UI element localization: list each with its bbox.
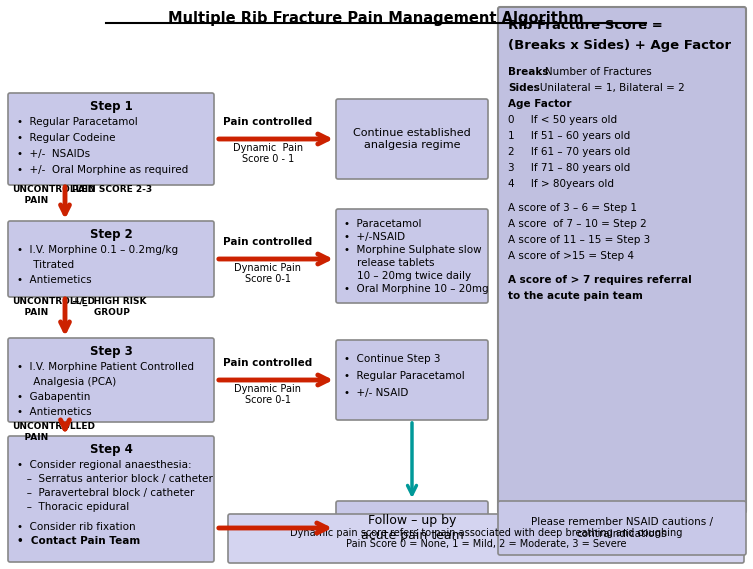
Text: GROUP: GROUP	[72, 308, 130, 317]
Text: •  +/-  Oral Morphine as required: • +/- Oral Morphine as required	[17, 165, 188, 175]
Text: –  Thoracic epidural: – Thoracic epidural	[17, 502, 130, 512]
Text: •  Consider rib fixation: • Consider rib fixation	[17, 522, 136, 532]
FancyBboxPatch shape	[336, 340, 488, 420]
Text: Analgesia (PCA): Analgesia (PCA)	[17, 377, 116, 387]
Text: : Unilateral = 1, Bilateral = 2: : Unilateral = 1, Bilateral = 2	[533, 83, 684, 93]
Text: •  Regular Paracetamol: • Regular Paracetamol	[344, 371, 465, 381]
Text: •  Contact Pain Team: • Contact Pain Team	[17, 536, 140, 546]
FancyBboxPatch shape	[8, 436, 214, 562]
Text: 3     If 71 – 80 years old: 3 If 71 – 80 years old	[508, 163, 630, 173]
Text: 0     If < 50 years old: 0 If < 50 years old	[508, 115, 617, 125]
Text: Sides: Sides	[508, 83, 540, 93]
Text: •  +/-NSAID: • +/-NSAID	[344, 232, 405, 242]
Text: 2     If 61 – 70 years old: 2 If 61 – 70 years old	[508, 147, 630, 157]
Text: A score of 3 – 6 = Step 1: A score of 3 – 6 = Step 1	[508, 203, 637, 213]
Text: Score 0 - 1: Score 0 - 1	[242, 154, 294, 164]
Text: •  Antiemetics: • Antiemetics	[17, 407, 92, 417]
Text: Dynamic Pain: Dynamic Pain	[234, 263, 301, 273]
Text: Score 0-1: Score 0-1	[245, 274, 291, 284]
Text: Pain controlled: Pain controlled	[224, 117, 312, 127]
Text: 10 – 20mg twice daily: 10 – 20mg twice daily	[344, 271, 471, 281]
Text: Step 3: Step 3	[90, 345, 133, 358]
Text: (Breaks x Sides) + Age Factor: (Breaks x Sides) + Age Factor	[508, 39, 731, 52]
Text: PAIN: PAIN	[12, 196, 48, 205]
Text: A score  of 7 – 10 = Step 2: A score of 7 – 10 = Step 2	[508, 219, 647, 229]
Text: •  Gabapentin: • Gabapentin	[17, 392, 90, 402]
Text: •  Paracetamol: • Paracetamol	[344, 219, 422, 229]
Text: Step 2: Step 2	[90, 228, 133, 241]
Text: •  +/- NSAID: • +/- NSAID	[344, 388, 408, 398]
Text: A score of > 7 requires referral: A score of > 7 requires referral	[508, 275, 692, 285]
FancyBboxPatch shape	[8, 221, 214, 297]
Text: Pain controlled: Pain controlled	[224, 358, 312, 368]
Text: Breaks: Breaks	[508, 67, 548, 77]
Text: •  Morphine Sulphate slow: • Morphine Sulphate slow	[344, 245, 482, 255]
Text: release tablets: release tablets	[344, 258, 434, 268]
Text: Step 1: Step 1	[90, 100, 133, 113]
Text: UNCONTROLLED: UNCONTROLLED	[12, 422, 95, 431]
Text: Step 4: Step 4	[90, 443, 133, 456]
Text: •  Consider regional anaesthesia:: • Consider regional anaesthesia:	[17, 460, 191, 470]
Text: UNCONTROLLED: UNCONTROLLED	[12, 185, 95, 194]
Text: A score of >15 = Step 4: A score of >15 = Step 4	[508, 251, 634, 261]
Text: Please remember NSAID cautions /
contraindications: Please remember NSAID cautions / contrai…	[531, 517, 713, 539]
FancyBboxPatch shape	[498, 501, 746, 555]
Text: 1     If 51 – 60 years old: 1 If 51 – 60 years old	[508, 131, 630, 141]
Text: –  Paravertebral block / catheter: – Paravertebral block / catheter	[17, 488, 194, 498]
FancyBboxPatch shape	[336, 99, 488, 179]
Text: Follow – up by
acute pain team: Follow – up by acute pain team	[361, 514, 463, 542]
Text: +/_  HIGH RISK: +/_ HIGH RISK	[72, 297, 147, 306]
Text: Score 0-1: Score 0-1	[245, 395, 291, 405]
Text: to the acute pain team: to the acute pain team	[508, 291, 643, 301]
Text: •  Antiemetics: • Antiemetics	[17, 275, 92, 285]
FancyBboxPatch shape	[228, 514, 744, 563]
FancyBboxPatch shape	[8, 338, 214, 422]
Text: •  I.V. Morphine 0.1 – 0.2mg/kg: • I.V. Morphine 0.1 – 0.2mg/kg	[17, 245, 178, 255]
Text: UNCONTROLLED: UNCONTROLLED	[12, 297, 95, 306]
Text: •  Regular Codeine: • Regular Codeine	[17, 133, 115, 143]
FancyBboxPatch shape	[498, 7, 746, 513]
Text: Multiple Rib Fracture Pain Management Algorithm: Multiple Rib Fracture Pain Management Al…	[168, 11, 584, 26]
Text: •  +/-  NSAIDs: • +/- NSAIDs	[17, 149, 90, 159]
FancyBboxPatch shape	[336, 209, 488, 303]
Text: PAIN: PAIN	[12, 433, 48, 442]
Text: •  I.V. Morphine Patient Controlled: • I.V. Morphine Patient Controlled	[17, 362, 194, 372]
FancyBboxPatch shape	[8, 93, 214, 185]
Text: Dynamic  Pain: Dynamic Pain	[233, 143, 303, 153]
Text: A score of 11 – 15 = Step 3: A score of 11 – 15 = Step 3	[508, 235, 651, 245]
Text: Continue established
analgesia regime: Continue established analgesia regime	[353, 128, 471, 150]
Text: PAIN SCORE 2-3: PAIN SCORE 2-3	[72, 185, 152, 194]
Text: •  Oral Morphine 10 – 20mg: • Oral Morphine 10 – 20mg	[344, 284, 489, 294]
Text: : Number of Fractures: : Number of Fractures	[538, 67, 652, 77]
FancyBboxPatch shape	[336, 501, 488, 555]
Text: •  Regular Paracetamol: • Regular Paracetamol	[17, 117, 138, 127]
Text: –  Serratus anterior block / catheter: – Serratus anterior block / catheter	[17, 474, 213, 484]
Text: Rib Fracture Score =: Rib Fracture Score =	[508, 19, 663, 32]
Text: Age Factor: Age Factor	[508, 99, 572, 109]
Text: 4     If > 80years old: 4 If > 80years old	[508, 179, 614, 189]
Text: •  Continue Step 3: • Continue Step 3	[344, 354, 441, 364]
Text: Dynamic pain score refers to pain associated with deep breathing and coughing
Pa: Dynamic pain score refers to pain associ…	[290, 527, 682, 549]
Text: PAIN: PAIN	[12, 308, 48, 317]
Text: Titrated: Titrated	[17, 260, 74, 270]
Text: Dynamic Pain: Dynamic Pain	[234, 384, 301, 394]
Text: Pain controlled: Pain controlled	[224, 237, 312, 247]
